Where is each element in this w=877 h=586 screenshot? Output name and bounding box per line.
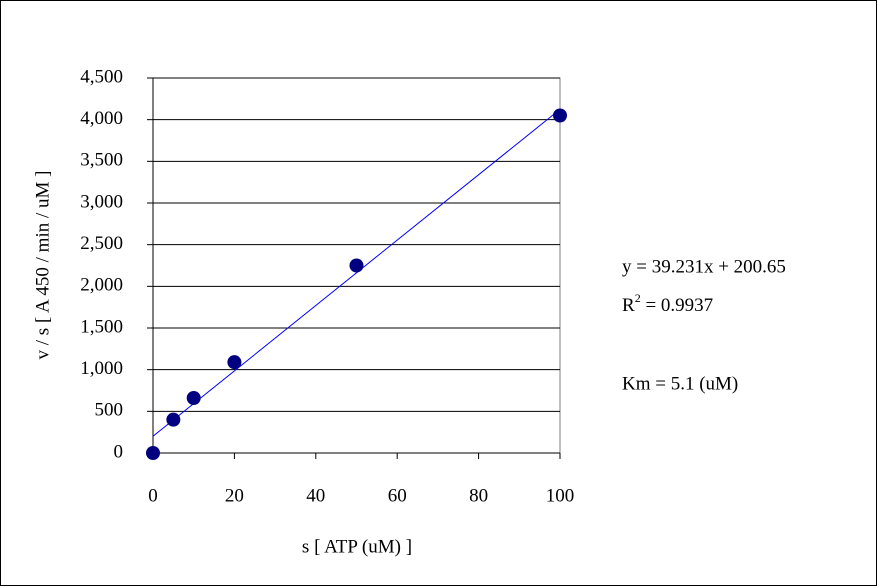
- y-axis-title: v / s [ A 450 / min / uM ]: [32, 171, 53, 360]
- y-tick-label: 4,000: [80, 108, 123, 129]
- r-squared: R2 = 0.9937: [622, 291, 713, 317]
- y-tick-label: 2,000: [80, 275, 123, 296]
- y-tick-label: 1,500: [80, 316, 123, 337]
- data-point: [349, 258, 364, 273]
- x-axis-title: s [ ATP (uM) ]: [302, 536, 412, 557]
- equation: y = 39.231x + 200.65: [622, 256, 786, 277]
- y-tick-label: 2,500: [80, 233, 123, 254]
- r-squared-value: = 0.9937: [641, 295, 713, 316]
- x-tick-label: 80: [469, 485, 488, 506]
- y-tick-label: 500: [95, 400, 124, 421]
- y-tick-label: 1,000: [80, 358, 123, 379]
- x-tick-label: 60: [388, 485, 407, 506]
- x-tick-label: 40: [306, 485, 325, 506]
- y-tick-label: 4,500: [80, 66, 123, 87]
- x-tick-label: 20: [225, 485, 244, 506]
- x-tick-label: 100: [546, 485, 575, 506]
- data-point: [146, 446, 160, 460]
- data-point: [166, 412, 181, 427]
- y-tick-label: 3,500: [80, 150, 123, 171]
- x-tick-label: 0: [148, 485, 158, 506]
- data-point: [186, 391, 201, 405]
- y-tick-label: 3,000: [80, 191, 123, 212]
- r-squared-symbol: R: [622, 295, 635, 316]
- data-point: [227, 355, 242, 370]
- y-tick-label: 0: [114, 441, 124, 462]
- trendline: [152, 108, 561, 437]
- km-annotation: Km = 5.1 (uM): [622, 373, 738, 394]
- data-point: [553, 108, 567, 123]
- r-squared-exponent: 2: [635, 291, 641, 305]
